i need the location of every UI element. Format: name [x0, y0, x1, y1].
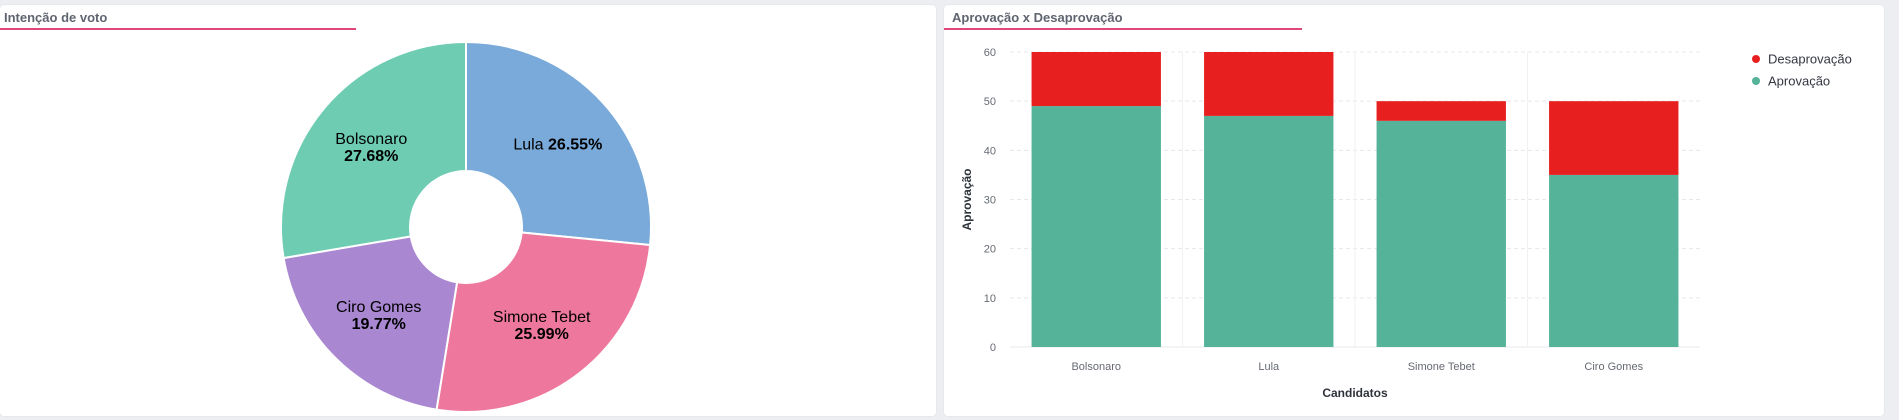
pie-label-name-lula: Lula: [513, 137, 548, 154]
y-tick-label-0: 0: [990, 342, 996, 354]
pie-slice-simone-tebet[interactable]: [435, 231, 652, 413]
bar-desaprovacao-lula[interactable]: [1204, 52, 1334, 116]
pie-label-name-bolsonaro: Bolsonaro: [335, 131, 407, 148]
x-axis-title: Candidatos: [1322, 386, 1388, 400]
pie-label-pct-ciro-gomes: 19.77%: [352, 316, 406, 333]
pie-label-pct-bolsonaro: 27.68%: [344, 148, 398, 165]
pie-label-lula: Lula 26.55%: [513, 137, 602, 154]
pie-panel-title: Intenção de voto: [4, 10, 108, 25]
y-tick-label-60: 60: [984, 47, 996, 59]
bar-desaprovacao-simone-tebet[interactable]: [1376, 101, 1506, 121]
bar-aprovacao-simone-tebet[interactable]: [1376, 120, 1506, 347]
y-tick-label-20: 20: [984, 244, 996, 256]
legend-swatch-desaprovacao: [1752, 55, 1760, 63]
pie-title-underline: [0, 28, 356, 30]
pie-slice-ciro-gomes[interactable]: [282, 235, 459, 411]
x-tick-label-lula: Lula: [1258, 361, 1280, 373]
y-tick-label-40: 40: [984, 145, 996, 157]
pie-label-pct-lula: 26.55%: [548, 137, 602, 154]
bar-aprovacao-bolsonaro[interactable]: [1031, 106, 1161, 347]
bar-desaprovacao-bolsonaro[interactable]: [1031, 52, 1161, 107]
legend-label-aprovacao[interactable]: Aprovação: [1768, 74, 1830, 89]
x-tick-label-simone-tebet: Simone Tebet: [1408, 361, 1475, 373]
legend-swatch-aprovacao: [1752, 77, 1760, 85]
bar-panel-title: Aprovação x Desaprovação: [952, 10, 1123, 25]
pie-label-name-ciro-gomes: Ciro Gomes: [336, 299, 421, 316]
bar-desaprovacao-ciro-gomes[interactable]: [1549, 101, 1679, 175]
x-tick-label-bolsonaro: Bolsonaro: [1071, 361, 1121, 373]
legend-label-desaprovacao[interactable]: Desaprovação: [1768, 52, 1852, 67]
bar-chart: 0 10 20 30 40 50 60 Bolsonaro Lula Simone Tebet Ci…: [960, 47, 1852, 400]
bar-title-underline: [944, 28, 1302, 30]
pie-label-pct-simone-tebet: 25.99%: [515, 326, 569, 343]
vote-intention-panel: Intenção de voto Lula 26.55% Simone Tebet…: [0, 5, 936, 416]
pie-slice-bolsonaro[interactable]: [280, 40, 467, 260]
pie-slice-lula[interactable]: [465, 40, 652, 247]
y-axis-title: Aprovação: [960, 168, 974, 230]
bar-aprovacao-lula[interactable]: [1204, 115, 1334, 348]
y-tick-label-30: 30: [984, 195, 996, 207]
pie-label-name-simone-tebet: Simone Tebet: [493, 309, 591, 326]
bar-aprovacao-ciro-gomes[interactable]: [1549, 174, 1679, 347]
y-tick-label-50: 50: [984, 96, 996, 108]
x-tick-label-ciro-gomes: Ciro Gomes: [1584, 361, 1643, 373]
approval-panel: Aprovação x Desaprovação 0 10 20 30 40 50 60 Bo…: [944, 5, 1884, 416]
y-tick-label-10: 10: [984, 293, 996, 305]
